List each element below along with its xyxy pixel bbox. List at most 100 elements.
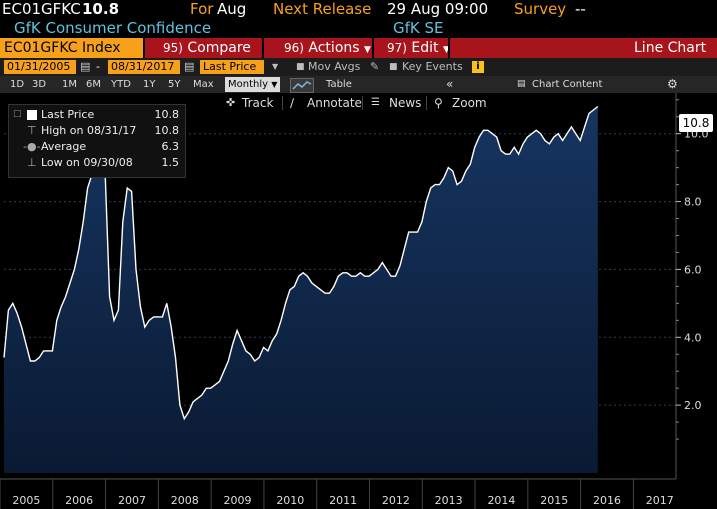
for-value: Aug — [217, 0, 247, 18]
edit-button[interactable]: 97) Edit ▼ — [387, 38, 450, 58]
x-tick-label: 2013 — [435, 494, 463, 507]
x-tick-label: 2006 — [65, 494, 93, 507]
news-button[interactable]: News — [389, 96, 422, 110]
average-marker-icon: -●- — [23, 140, 41, 153]
divider — [143, 38, 145, 58]
ticker-label: EC01GFKC — [2, 0, 81, 18]
x-tick-label: 2014 — [487, 494, 515, 507]
mov-avgs-toggle[interactable]: Mov Avgs — [308, 60, 361, 73]
end-date-input[interactable]: 08/31/2017 — [108, 60, 180, 74]
chart-tools: ✜ Track ∕ Annotate ☰ News ⚲ Zoom — [0, 93, 717, 113]
calendar-icon[interactable]: ▤ — [184, 60, 195, 73]
x-tick-label: 2015 — [540, 494, 568, 507]
x-tick-label: 2008 — [171, 494, 199, 507]
for-label: For — [190, 0, 214, 18]
y-tick-label: 8.0 — [684, 196, 702, 209]
chevron-down-icon: ▼ — [364, 45, 371, 55]
chart-content-icon: ▤ — [517, 79, 526, 89]
edit-label: Edit — [411, 40, 439, 56]
legend[interactable]: □ Last Price 10.8 ⊤ High on 08/31/17 10.… — [8, 104, 186, 178]
period-1d[interactable]: 1D — [10, 79, 25, 90]
divider — [282, 96, 283, 110]
x-tick-label: 2011 — [329, 494, 357, 507]
period-bar: 1D 3D 1M 6M YTD 1Y 5Y Max Monthly ▼ Tabl… — [0, 76, 717, 93]
security-field[interactable]: EC01GFKC Index — [0, 38, 143, 58]
zoom-button[interactable]: Zoom — [452, 96, 487, 110]
high-marker-icon: ⊤ — [27, 124, 37, 137]
y-tick-label: 4.0 — [684, 331, 702, 344]
divider — [362, 96, 363, 110]
low-marker-icon: ⊥ — [27, 156, 37, 169]
price-chart[interactable]: 2.04.06.08.010.0 2005 2006 2007 2008 2009 201… — [0, 93, 717, 509]
legend-avg-value: 6.3 — [161, 140, 180, 153]
last-price-tag: 10.8 — [679, 114, 713, 132]
y-tick-label: 6.0 — [684, 263, 702, 276]
survey-label: Survey — [514, 0, 567, 18]
chevron-down-icon: ▼ — [442, 45, 450, 55]
divider — [372, 38, 374, 58]
x-tick-label: 2005 — [12, 494, 40, 507]
date-controls: 01/31/2005 ▤ - 08/31/2017 ▤ Last Price ▼… — [0, 58, 717, 76]
x-tick-label: 2016 — [593, 494, 621, 507]
last-price-swatch — [27, 110, 37, 120]
compare-label: Compare — [187, 40, 251, 56]
last-value: 10.8 — [82, 0, 120, 18]
legend-high-label: High on 08/31/17 — [41, 124, 137, 137]
pencil-icon[interactable]: ✎ — [370, 60, 380, 73]
divider — [448, 38, 450, 58]
crosshair-icon: ✜ — [226, 96, 236, 109]
chart-type-label[interactable]: Line Chart — [634, 40, 707, 56]
checkbox-icon[interactable]: ■ — [389, 62, 398, 72]
key-events-toggle[interactable]: Key Events — [402, 60, 463, 73]
survey-value: -- — [575, 0, 586, 18]
news-icon: ☰ — [371, 97, 380, 108]
x-tick-label: 2007 — [118, 494, 146, 507]
period-6m[interactable]: 6M — [86, 79, 101, 90]
info-icon[interactable]: i — [472, 61, 484, 73]
next-release-value: 29 Aug 09:00 — [387, 0, 489, 18]
x-tick-label: 2010 — [276, 494, 304, 507]
x-axis: 2005 2006 2007 2008 2009 2010 2011 2012 2013 2014… — [0, 478, 676, 509]
chevron-down-icon[interactable]: ▼ — [272, 62, 279, 71]
legend-high-value: 10.8 — [154, 124, 180, 137]
table-button[interactable]: Table — [326, 79, 352, 90]
period-max[interactable]: Max — [193, 79, 214, 90]
annotate-button[interactable]: Annotate — [307, 96, 362, 110]
legend-low-value: 1.5 — [161, 156, 180, 169]
price-area — [4, 106, 598, 473]
legend-low: ⊥ Low on 09/30/08 1.5 — [13, 155, 181, 170]
legend-collapse-icon[interactable]: □ — [13, 109, 22, 119]
calendar-icon[interactable]: ▤ — [80, 60, 91, 73]
line-chart-icon[interactable] — [290, 78, 314, 93]
function-toolbar: EC01GFKC Index 95) Compare 96) Actions ▼… — [0, 38, 717, 58]
security-name: GfK Consumer Confidence — [14, 19, 212, 37]
y-tick-label: 2.0 — [684, 399, 702, 412]
period-3d[interactable]: 3D — [32, 79, 47, 90]
search-icon: ⚲ — [434, 96, 443, 110]
chart-content-button[interactable]: Chart Content — [532, 79, 603, 90]
period-1y[interactable]: 1Y — [143, 79, 156, 90]
legend-low-label: Low on 09/30/08 — [41, 156, 133, 169]
legend-high: ⊤ High on 08/31/17 10.8 — [13, 123, 181, 138]
period-5y[interactable]: 5Y — [168, 79, 181, 90]
security-subheader: GfK Consumer Confidence GfK SE — [0, 19, 717, 38]
annotate-icon: ∕ — [290, 96, 295, 110]
period-ytd[interactable]: YTD — [111, 79, 131, 90]
period-1m[interactable]: 1M — [62, 79, 77, 90]
legend-avg-label: Average — [41, 140, 87, 153]
frequency-selector[interactable]: Monthly ▼ — [225, 77, 281, 92]
divider — [426, 96, 427, 110]
field-selector[interactable]: Last Price — [200, 60, 264, 74]
compare-button[interactable]: 95) Compare — [163, 38, 251, 58]
collapse-icon[interactable]: « — [446, 77, 454, 91]
checkbox-icon[interactable]: ■ — [296, 62, 305, 72]
actions-button[interactable]: 96) Actions ▼ — [284, 38, 371, 58]
legend-average: -●- Average 6.3 — [13, 139, 181, 154]
track-button[interactable]: Track — [242, 96, 274, 110]
security-header: EC01GFKC 10.8 For Aug Next Release 29 Au… — [0, 0, 717, 19]
compare-num: 95) — [163, 41, 183, 55]
gear-icon[interactable]: ⚙ — [667, 77, 678, 91]
x-tick-label: 2012 — [382, 494, 410, 507]
start-date-input[interactable]: 01/31/2005 — [4, 60, 76, 74]
frequency-label: Monthly — [228, 79, 269, 90]
